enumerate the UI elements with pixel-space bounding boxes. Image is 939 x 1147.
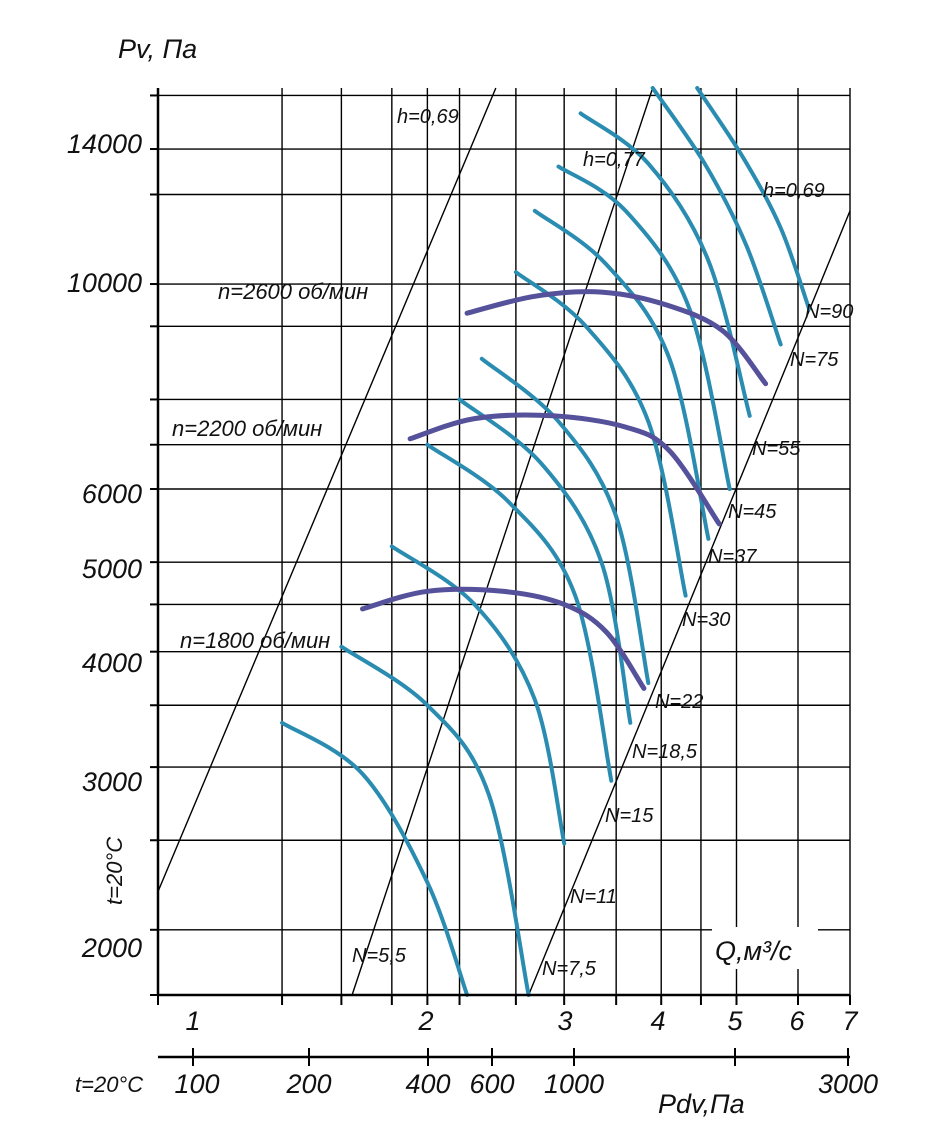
power-curve xyxy=(280,720,470,997)
x2-tick-label: 3000 xyxy=(818,1069,878,1099)
y-tick-label: 4000 xyxy=(82,648,142,678)
x-tick-label: 7 xyxy=(842,1006,858,1036)
power-label: N=7,5 xyxy=(542,958,597,980)
power-curve xyxy=(556,164,732,491)
x2-tick-label: 600 xyxy=(469,1069,514,1099)
efficiency-line xyxy=(351,87,654,996)
x-axis-title-bg xyxy=(712,927,818,969)
y-tick-label: 3000 xyxy=(82,767,142,797)
speed-curve xyxy=(360,586,647,691)
curves xyxy=(280,86,812,997)
speed-label: n=2600 об/мин xyxy=(218,279,368,304)
power-curve xyxy=(389,544,567,846)
axis-ticks xyxy=(150,94,851,1066)
power-label: N=15 xyxy=(605,805,654,827)
y-tick-label: 6000 xyxy=(82,479,142,509)
power-curve xyxy=(339,644,531,997)
y-temperature-label: t=20°C xyxy=(102,837,127,905)
power-label: N=75 xyxy=(790,349,839,371)
y-tick-label: 14000 xyxy=(67,129,142,159)
efficiency-label: h=0,69 xyxy=(397,106,459,128)
y-axis-title: Pv, Па xyxy=(118,34,197,64)
power-curve xyxy=(425,442,614,783)
efficiency-lines xyxy=(157,87,851,996)
y-tick-label: 5000 xyxy=(82,554,142,584)
x2-tick-label: 1000 xyxy=(544,1069,604,1099)
efficiency-label: h=0,77 xyxy=(583,149,646,171)
efficiency-line xyxy=(157,87,497,892)
x-axis-title: Q,м³/с xyxy=(715,936,793,966)
power-label: N=18,5 xyxy=(632,741,698,763)
power-label: N=22 xyxy=(655,691,703,713)
efficiency-labels: h=0,69 h=0,77 h=0,69 xyxy=(397,106,825,202)
power-label: N=5,5 xyxy=(352,945,407,967)
x-tick-label: 5 xyxy=(727,1006,743,1036)
x-tick-label: 2 xyxy=(417,1006,433,1036)
x2-tick-label: 200 xyxy=(285,1069,331,1099)
speed-curve xyxy=(407,412,722,527)
power-curve xyxy=(578,111,752,418)
power-curve xyxy=(479,356,651,685)
y-tick-labels: 2000 3000 4000 5000 6000 10000 14000 xyxy=(67,129,142,963)
efficiency-line xyxy=(527,210,851,996)
x2-axis-title: Pdv,Па xyxy=(658,1089,745,1119)
x-tick-label: 4 xyxy=(650,1006,665,1036)
x-tick-labels: 1 2 3 4 5 6 7 xyxy=(185,1006,858,1036)
x2-tick-labels: 100 200 400 600 1000 3000 xyxy=(174,1069,878,1099)
x2-tick-label: 400 xyxy=(405,1069,450,1099)
x2-temperature-label: t=20°C xyxy=(75,1072,143,1097)
power-label: N=45 xyxy=(728,501,777,523)
x-tick-label: 3 xyxy=(557,1006,572,1036)
power-labels: N=5,5 N=7,5 N=11 N=15 N=18,5 N=22 N=30 N… xyxy=(352,301,853,980)
y-tick-label: 10000 xyxy=(67,268,142,298)
speed-labels: n=1800 об/мин n=2200 об/мин n=2600 об/ми… xyxy=(172,279,368,653)
power-label: N=90 xyxy=(805,301,853,323)
power-label: N=30 xyxy=(682,609,730,631)
power-curve xyxy=(532,208,711,541)
power-label: N=11 xyxy=(570,886,617,908)
power-label: N=37 xyxy=(708,546,757,568)
power-curve xyxy=(457,397,633,725)
power-curve xyxy=(650,86,783,347)
y-tick-label: 2000 xyxy=(81,933,142,963)
x-tick-label: 1 xyxy=(185,1006,200,1036)
power-curve xyxy=(695,86,812,311)
speed-label: n=1800 об/мин xyxy=(180,628,330,653)
power-curve xyxy=(513,270,688,598)
power-label: N=55 xyxy=(752,438,801,460)
speed-label: n=2200 об/мин xyxy=(172,416,322,441)
grid xyxy=(157,88,851,996)
speed-curve xyxy=(464,289,769,387)
x2-tick-label: 100 xyxy=(174,1069,219,1099)
efficiency-label: h=0,69 xyxy=(763,180,825,202)
x-tick-label: 6 xyxy=(789,1006,805,1036)
